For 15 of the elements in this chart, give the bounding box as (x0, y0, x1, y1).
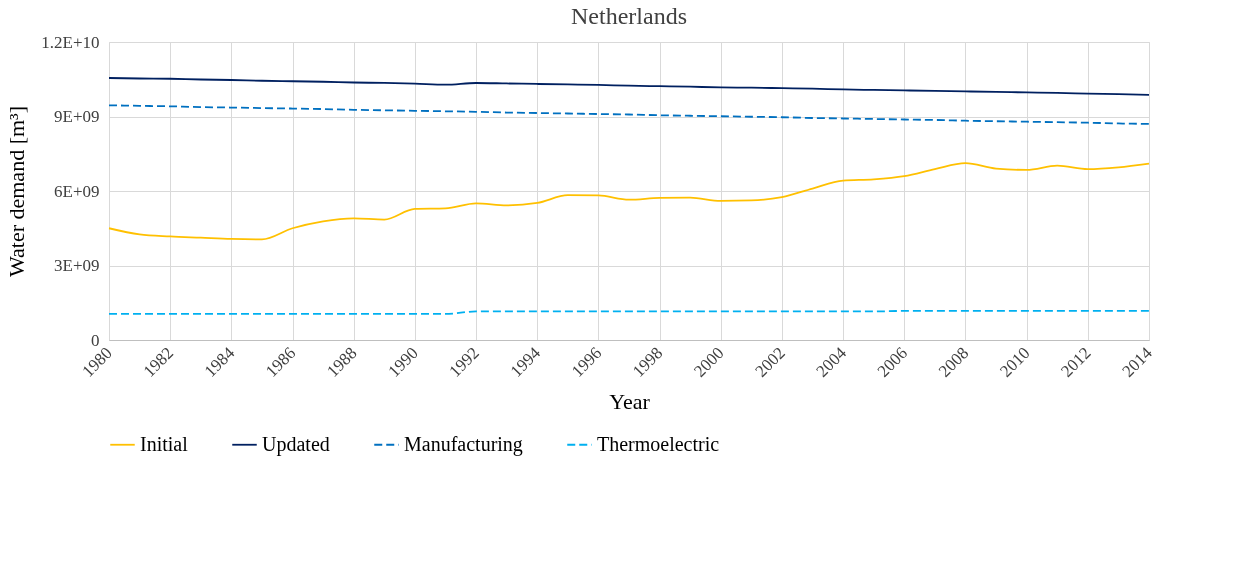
line-series (108, 77, 1150, 96)
chart-title: Netherlands (571, 3, 687, 29)
y-tick-label: 9E+09 (54, 107, 100, 126)
y-tick-label: 0 (91, 330, 100, 350)
legend-label: Initial (140, 432, 189, 455)
legend-label: Manufacturing (404, 432, 523, 456)
line-series (108, 162, 1150, 241)
y-axis-title: Water demand [m³] (4, 106, 30, 277)
x-axis-title: Year (609, 389, 651, 415)
y-tick-label: 6E+09 (54, 181, 100, 201)
line-series (108, 104, 1150, 125)
legend-label: Updated (262, 432, 330, 456)
y-tick-label: 1.2E+10 (41, 32, 100, 52)
y-tick-label: 3E+09 (54, 256, 100, 275)
legend-label: Thermoelectric (597, 432, 720, 455)
